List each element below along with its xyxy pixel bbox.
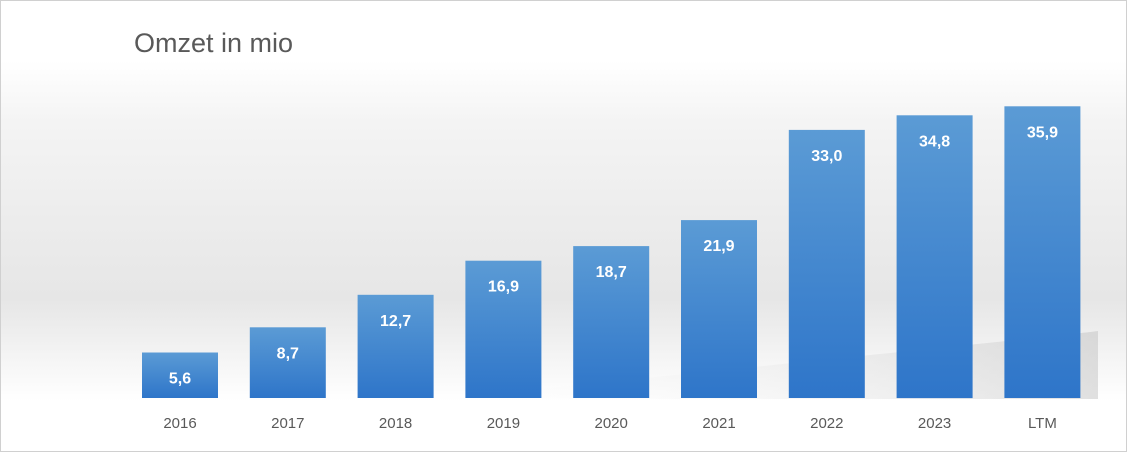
bar-ltm [1004, 106, 1081, 399]
bar-2019 [465, 260, 542, 398]
x-tick-2017: 2017 [271, 415, 304, 432]
x-tick-2022: 2022 [810, 415, 843, 432]
x-tick-2023: 2023 [918, 415, 951, 432]
bar-2023 [896, 115, 973, 399]
bar-2021 [681, 220, 757, 398]
data-label-2019: 16,9 [488, 279, 519, 296]
chart-title: Omzet in mio [134, 28, 293, 58]
x-tick-ltm: LTM [1028, 415, 1057, 432]
bar-2022 [788, 129, 865, 398]
x-tick-2020: 2020 [595, 415, 628, 432]
data-label-2021: 21,9 [703, 238, 734, 255]
data-label-ltm: 35,9 [1027, 124, 1058, 141]
bar-2020 [573, 246, 650, 398]
x-tick-2019: 2019 [487, 415, 520, 432]
x-axis-ticks: 2016 2017 2018 2019 2020 2021 2022 2023 LTM [163, 415, 1057, 432]
bar-2017 [249, 327, 326, 398]
bar-2016 [142, 352, 218, 398]
data-label-2020: 18,7 [596, 264, 627, 281]
data-label-2022: 33,0 [811, 148, 842, 165]
x-tick-2021: 2021 [702, 415, 735, 432]
data-label-2017: 8,7 [277, 345, 299, 362]
bars: 5,6 8,7 12,7 16,9 18,7 21,9 33,0 34,8 35,9 [142, 106, 1081, 399]
data-label-2018: 12,7 [380, 313, 411, 330]
x-tick-2018: 2018 [379, 415, 412, 432]
data-label-2016: 5,6 [169, 371, 191, 388]
bar-2018 [357, 294, 434, 398]
x-tick-2016: 2016 [163, 415, 196, 432]
data-label-2023: 34,8 [919, 133, 950, 150]
